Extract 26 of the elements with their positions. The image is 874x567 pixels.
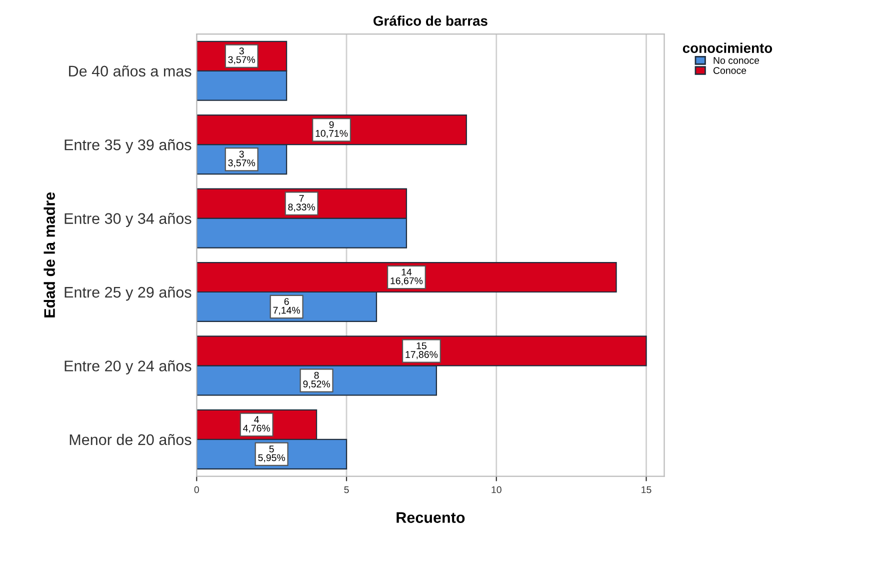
x-tick-label: 10 (492, 486, 502, 494)
data-label: 9 10,71% (316, 121, 348, 138)
legend-label: No conoce (714, 57, 760, 64)
legend-label: Conoce (713, 67, 746, 74)
y-tick-label: Entre 30 y 34 años (64, 212, 192, 227)
y-tick-label: Entre 35 y 39 años (64, 139, 192, 154)
x-tick-label: 15 (642, 486, 652, 494)
x-tick-label: 0 (194, 486, 199, 494)
y-tick-label: Entre 25 y 29 años (64, 286, 192, 301)
data-label: 15 17,86% (406, 342, 438, 360)
data-label: 14 16,67% (390, 268, 423, 286)
y-tick-label: Entre 20 y 24 años (64, 360, 192, 374)
y-axis-title: Edad de la madre (44, 192, 55, 318)
data-label: 3 3,57% (228, 48, 256, 64)
y-tick-label: De 40 años a mas (69, 65, 192, 77)
data-label: 3 3,57% (228, 150, 256, 168)
data-label: 8 9,52% (303, 372, 330, 389)
y-tick-label: Menor de 20 años (70, 434, 192, 446)
chart-title: Gráfico de barras (374, 16, 488, 26)
data-label: 4 4,76% (243, 416, 270, 433)
x-tick-label: 5 (344, 486, 349, 494)
legend-title: conocimiento (682, 42, 772, 53)
data-label: 6 7,14% (273, 298, 300, 315)
data-label: 5 5,95% (258, 446, 286, 462)
x-axis-title: Recuento (396, 512, 465, 523)
data-label: 7 8,33% (288, 195, 315, 212)
